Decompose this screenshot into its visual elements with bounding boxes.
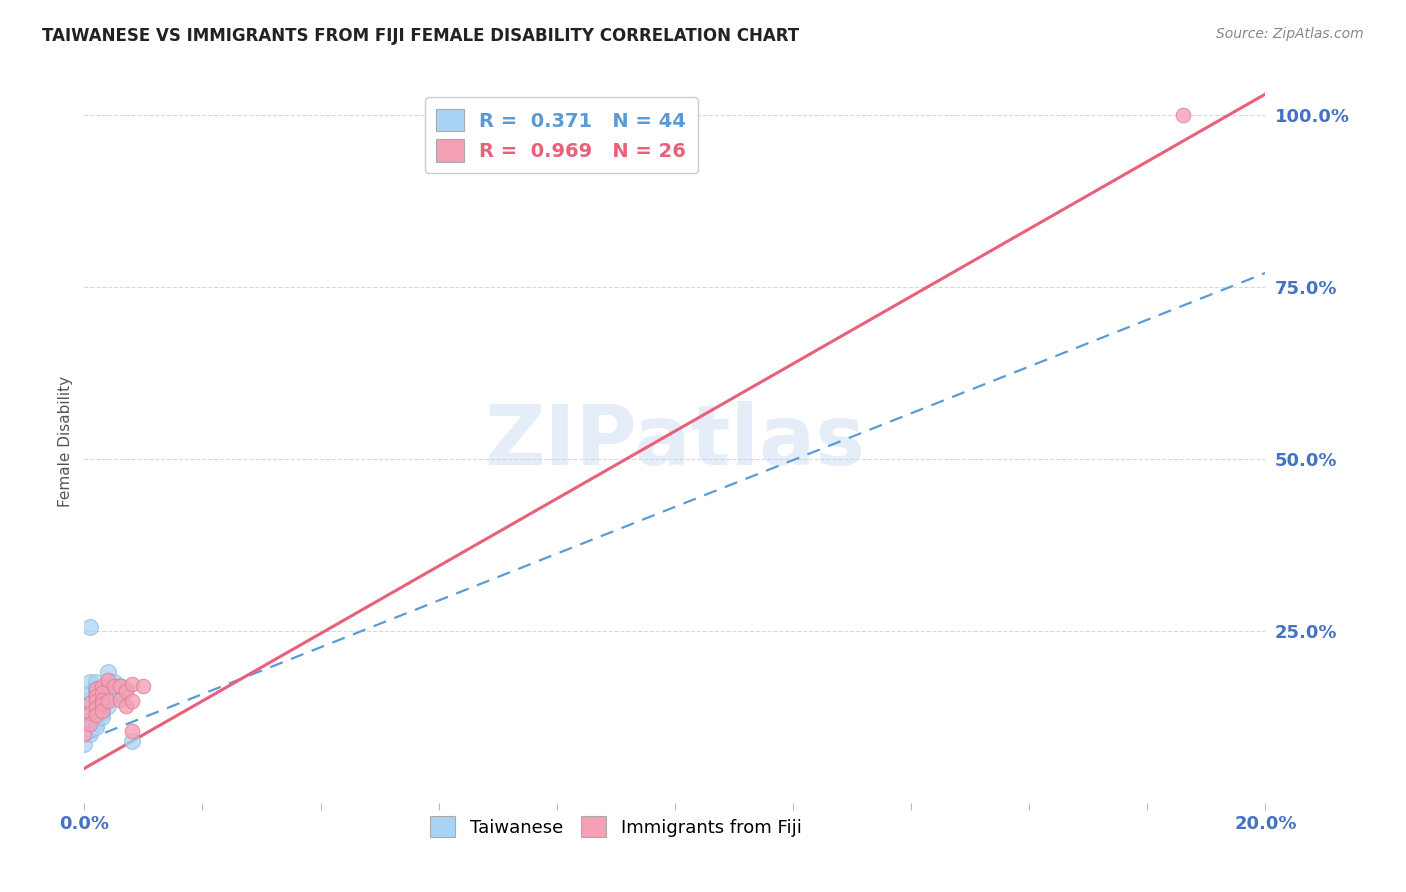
Point [84, 716, 107, 731]
Legend: Taiwanese, Immigrants from Fiji: Taiwanese, Immigrants from Fiji [423, 809, 808, 845]
Point [73, 737, 96, 751]
Point [121, 734, 143, 748]
Point [84, 701, 107, 715]
Point [91, 689, 114, 703]
Point [103, 675, 125, 690]
Point [84, 694, 107, 708]
Point [79, 727, 101, 741]
Point [91, 698, 114, 712]
Point [91, 696, 114, 710]
Point [108, 679, 131, 693]
Point [121, 694, 143, 708]
Point [84, 707, 107, 722]
Point [97, 673, 120, 688]
Point [79, 620, 101, 634]
Point [84, 710, 107, 724]
Point [114, 684, 136, 698]
Point [79, 706, 101, 721]
Point [91, 692, 114, 706]
Point [103, 689, 125, 703]
Point [97, 686, 120, 700]
Point [91, 686, 114, 700]
Point [121, 723, 143, 738]
Point [73, 692, 96, 706]
Text: Source: ZipAtlas.com: Source: ZipAtlas.com [1216, 27, 1364, 41]
Point [91, 706, 114, 721]
Point [84, 703, 107, 717]
Point [84, 689, 107, 703]
Point [91, 692, 114, 706]
Point [91, 704, 114, 718]
Point [84, 713, 107, 727]
Point [73, 727, 96, 741]
Point [91, 703, 114, 717]
Point [84, 686, 107, 700]
Point [103, 686, 125, 700]
Point [114, 682, 136, 697]
Point [79, 713, 101, 727]
Point [97, 682, 120, 697]
Text: ZIPatlas: ZIPatlas [485, 401, 865, 482]
Point [1171, 108, 1194, 122]
Point [79, 696, 101, 710]
Point [97, 694, 120, 708]
Y-axis label: Female Disability: Female Disability [58, 376, 73, 508]
Point [97, 689, 120, 703]
Point [91, 679, 114, 693]
Point [114, 699, 136, 714]
Point [108, 679, 131, 693]
Point [79, 686, 101, 700]
Point [97, 699, 120, 714]
Point [91, 699, 114, 714]
Point [84, 675, 107, 690]
Point [103, 679, 125, 693]
Point [79, 716, 101, 731]
Point [84, 682, 107, 697]
Point [79, 706, 101, 721]
Point [84, 692, 107, 706]
Text: TAIWANESE VS IMMIGRANTS FROM FIJI FEMALE DISABILITY CORRELATION CHART: TAIWANESE VS IMMIGRANTS FROM FIJI FEMALE… [42, 27, 799, 45]
Point [79, 675, 101, 690]
Point [97, 665, 120, 679]
Point [84, 696, 107, 710]
Point [84, 706, 107, 721]
Point [108, 686, 131, 700]
Point [91, 686, 114, 700]
Point [84, 699, 107, 714]
Point [84, 689, 107, 703]
Point [91, 710, 114, 724]
Point [108, 692, 131, 706]
Point [97, 692, 120, 706]
Point [84, 720, 107, 734]
Point [132, 679, 155, 693]
Point [91, 682, 114, 697]
Point [121, 677, 143, 691]
Point [103, 682, 125, 697]
Point [84, 682, 107, 697]
